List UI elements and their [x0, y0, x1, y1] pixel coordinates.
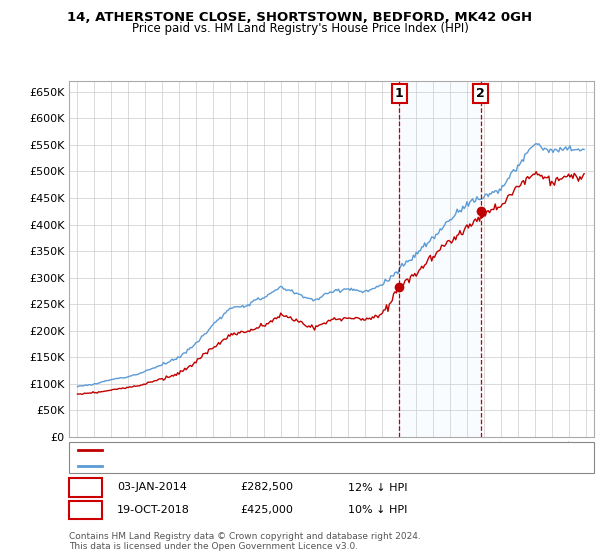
Text: £282,500: £282,500	[240, 483, 293, 492]
Text: 12% ↓ HPI: 12% ↓ HPI	[348, 483, 407, 492]
Text: 10% ↓ HPI: 10% ↓ HPI	[348, 505, 407, 515]
Text: 2: 2	[476, 87, 485, 100]
Text: HPI: Average price, detached house, Bedford: HPI: Average price, detached house, Bedf…	[106, 461, 340, 472]
Text: 03-JAN-2014: 03-JAN-2014	[117, 483, 187, 492]
Text: This data is licensed under the Open Government Licence v3.0.: This data is licensed under the Open Gov…	[69, 542, 358, 551]
Text: Price paid vs. HM Land Registry's House Price Index (HPI): Price paid vs. HM Land Registry's House …	[131, 22, 469, 35]
Text: £425,000: £425,000	[240, 505, 293, 515]
Text: 1: 1	[395, 87, 404, 100]
Text: 14, ATHERSTONE CLOSE, SHORTSTOWN, BEDFORD, MK42 0GH: 14, ATHERSTONE CLOSE, SHORTSTOWN, BEDFOR…	[67, 11, 533, 24]
Text: 1: 1	[81, 481, 90, 494]
Bar	[399, 81, 481, 437]
Text: Contains HM Land Registry data © Crown copyright and database right 2024.: Contains HM Land Registry data © Crown c…	[69, 532, 421, 541]
Text: 14, ATHERSTONE CLOSE, SHORTSTOWN, BEDFORD, MK42 0GH (detached house): 14, ATHERSTONE CLOSE, SHORTSTOWN, BEDFOR…	[106, 445, 527, 455]
Text: 2: 2	[81, 503, 90, 516]
Text: 19-OCT-2018: 19-OCT-2018	[117, 505, 190, 515]
